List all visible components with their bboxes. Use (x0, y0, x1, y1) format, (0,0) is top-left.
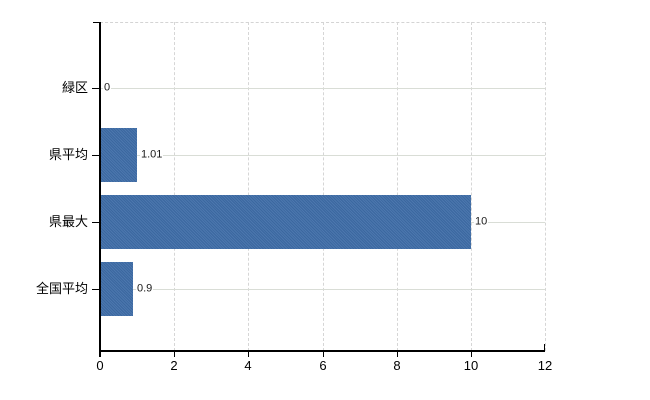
gridline-horizontal (100, 289, 545, 290)
x-tick-label: 6 (319, 358, 327, 373)
bar-3 (100, 262, 133, 316)
x-axis-tick (471, 352, 472, 357)
bar-2 (100, 195, 471, 249)
plot-area: 0 1.01 10 0.9 (100, 22, 546, 351)
x-tick-label: 4 (244, 358, 252, 373)
x-tick-label: 0 (96, 358, 104, 373)
x-tick-label: 2 (170, 358, 178, 373)
category-label: 全国平均 (35, 281, 88, 296)
y-axis-tick (92, 88, 100, 89)
x-axis-line (99, 350, 545, 352)
bar-1 (100, 128, 137, 182)
value-label: 0 (103, 81, 112, 95)
category-label: 緑区 (61, 80, 88, 95)
gridline-vertical (471, 22, 472, 351)
value-label: 1.01 (140, 148, 164, 162)
x-axis-tick (248, 352, 249, 357)
y-axis-top-cap (93, 22, 100, 23)
x-axis-end-cap (544, 344, 545, 350)
gridline-horizontal (100, 155, 545, 156)
x-tick-label: 12 (537, 358, 553, 373)
gridline-vertical (174, 22, 175, 351)
gridline-top-border (100, 22, 545, 23)
x-axis-tick (397, 352, 398, 357)
gridline-vertical (323, 22, 324, 351)
x-axis-tick (100, 352, 101, 357)
x-tick-label: 10 (463, 358, 479, 373)
gridline-vertical (397, 22, 398, 351)
y-axis-tick (92, 155, 100, 156)
x-axis-tick (174, 352, 175, 357)
value-label: 0.9 (136, 282, 154, 296)
gridline-vertical (545, 22, 546, 351)
y-axis-line (99, 22, 101, 357)
x-axis-tick (323, 352, 324, 357)
value-label: 10 (474, 215, 489, 229)
gridline-horizontal (100, 88, 545, 89)
category-label: 県平均 (48, 147, 88, 162)
category-label: 県最大 (48, 214, 88, 229)
y-axis-tick (92, 289, 100, 290)
x-tick-label: 8 (393, 358, 401, 373)
gridline-vertical (248, 22, 249, 351)
y-axis-tick (92, 222, 100, 223)
